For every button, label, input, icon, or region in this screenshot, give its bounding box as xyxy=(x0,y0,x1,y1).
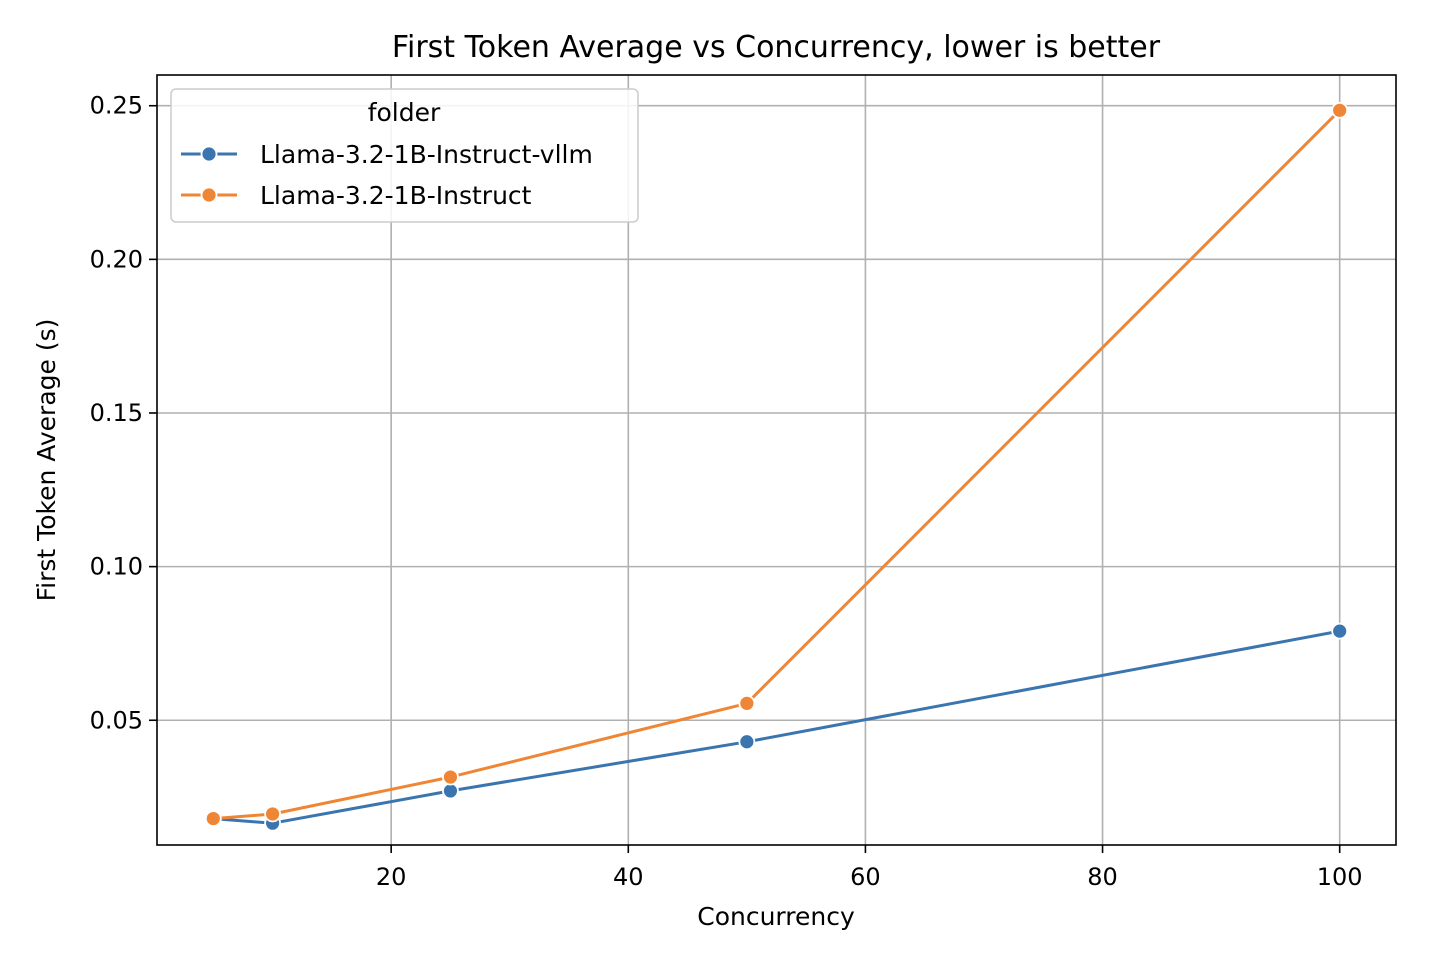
x-axis-ticks: 20 40 60 80 100 xyxy=(376,845,1363,891)
series-2 xyxy=(204,101,1349,827)
grid-lines xyxy=(157,75,1396,845)
y-tick-label: 0.05 xyxy=(90,706,143,734)
data-point xyxy=(1331,622,1349,640)
y-axis-ticks: 0.05 0.10 0.15 0.20 0.25 xyxy=(90,92,157,734)
data-point xyxy=(442,782,459,800)
legend-entry: Llama-3.2-1B-Instruct xyxy=(181,181,532,210)
series-layer xyxy=(204,101,1349,832)
data-point xyxy=(442,768,459,786)
x-tick-label: 100 xyxy=(1317,863,1363,891)
x-tick-label: 60 xyxy=(850,863,881,891)
chart-title: First Token Average vs Concurrency, lowe… xyxy=(392,30,1161,65)
x-axis-title: Concurrency xyxy=(697,902,855,931)
legend-marker xyxy=(200,186,218,204)
legend-title: folder xyxy=(368,98,441,127)
data-point xyxy=(204,810,222,827)
y-tick-label: 0.20 xyxy=(90,245,143,273)
y-tick-label: 0.25 xyxy=(90,92,143,120)
data-point xyxy=(1331,101,1349,119)
data-point xyxy=(738,733,756,751)
legend-label: Llama-3.2-1B-Instruct-vllm xyxy=(260,140,593,169)
legend: folder Llama-3.2-1B-Instruct-vllmLlama-3… xyxy=(170,88,639,223)
plot-frame xyxy=(156,74,1397,846)
data-point xyxy=(738,694,756,712)
legend-entries: Llama-3.2-1B-Instruct-vllm Llama-3.2-1B-I… xyxy=(181,140,593,210)
y-axis-title: First Token Average (s) xyxy=(32,319,61,602)
legend-label: Llama-3.2-1B-Instruct xyxy=(260,181,532,210)
x-tick-label: 80 xyxy=(1087,863,1118,891)
x-tick-label: 20 xyxy=(376,863,407,891)
legend-entry: Llama-3.2-1B-Instruct-vllm xyxy=(181,140,593,169)
x-tick-label: 40 xyxy=(613,863,644,891)
legend-box xyxy=(170,88,639,223)
y-tick-label: 0.15 xyxy=(90,399,143,427)
y-tick-label: 0.10 xyxy=(90,553,143,581)
data-point xyxy=(264,805,282,823)
legend-marker xyxy=(200,145,218,163)
